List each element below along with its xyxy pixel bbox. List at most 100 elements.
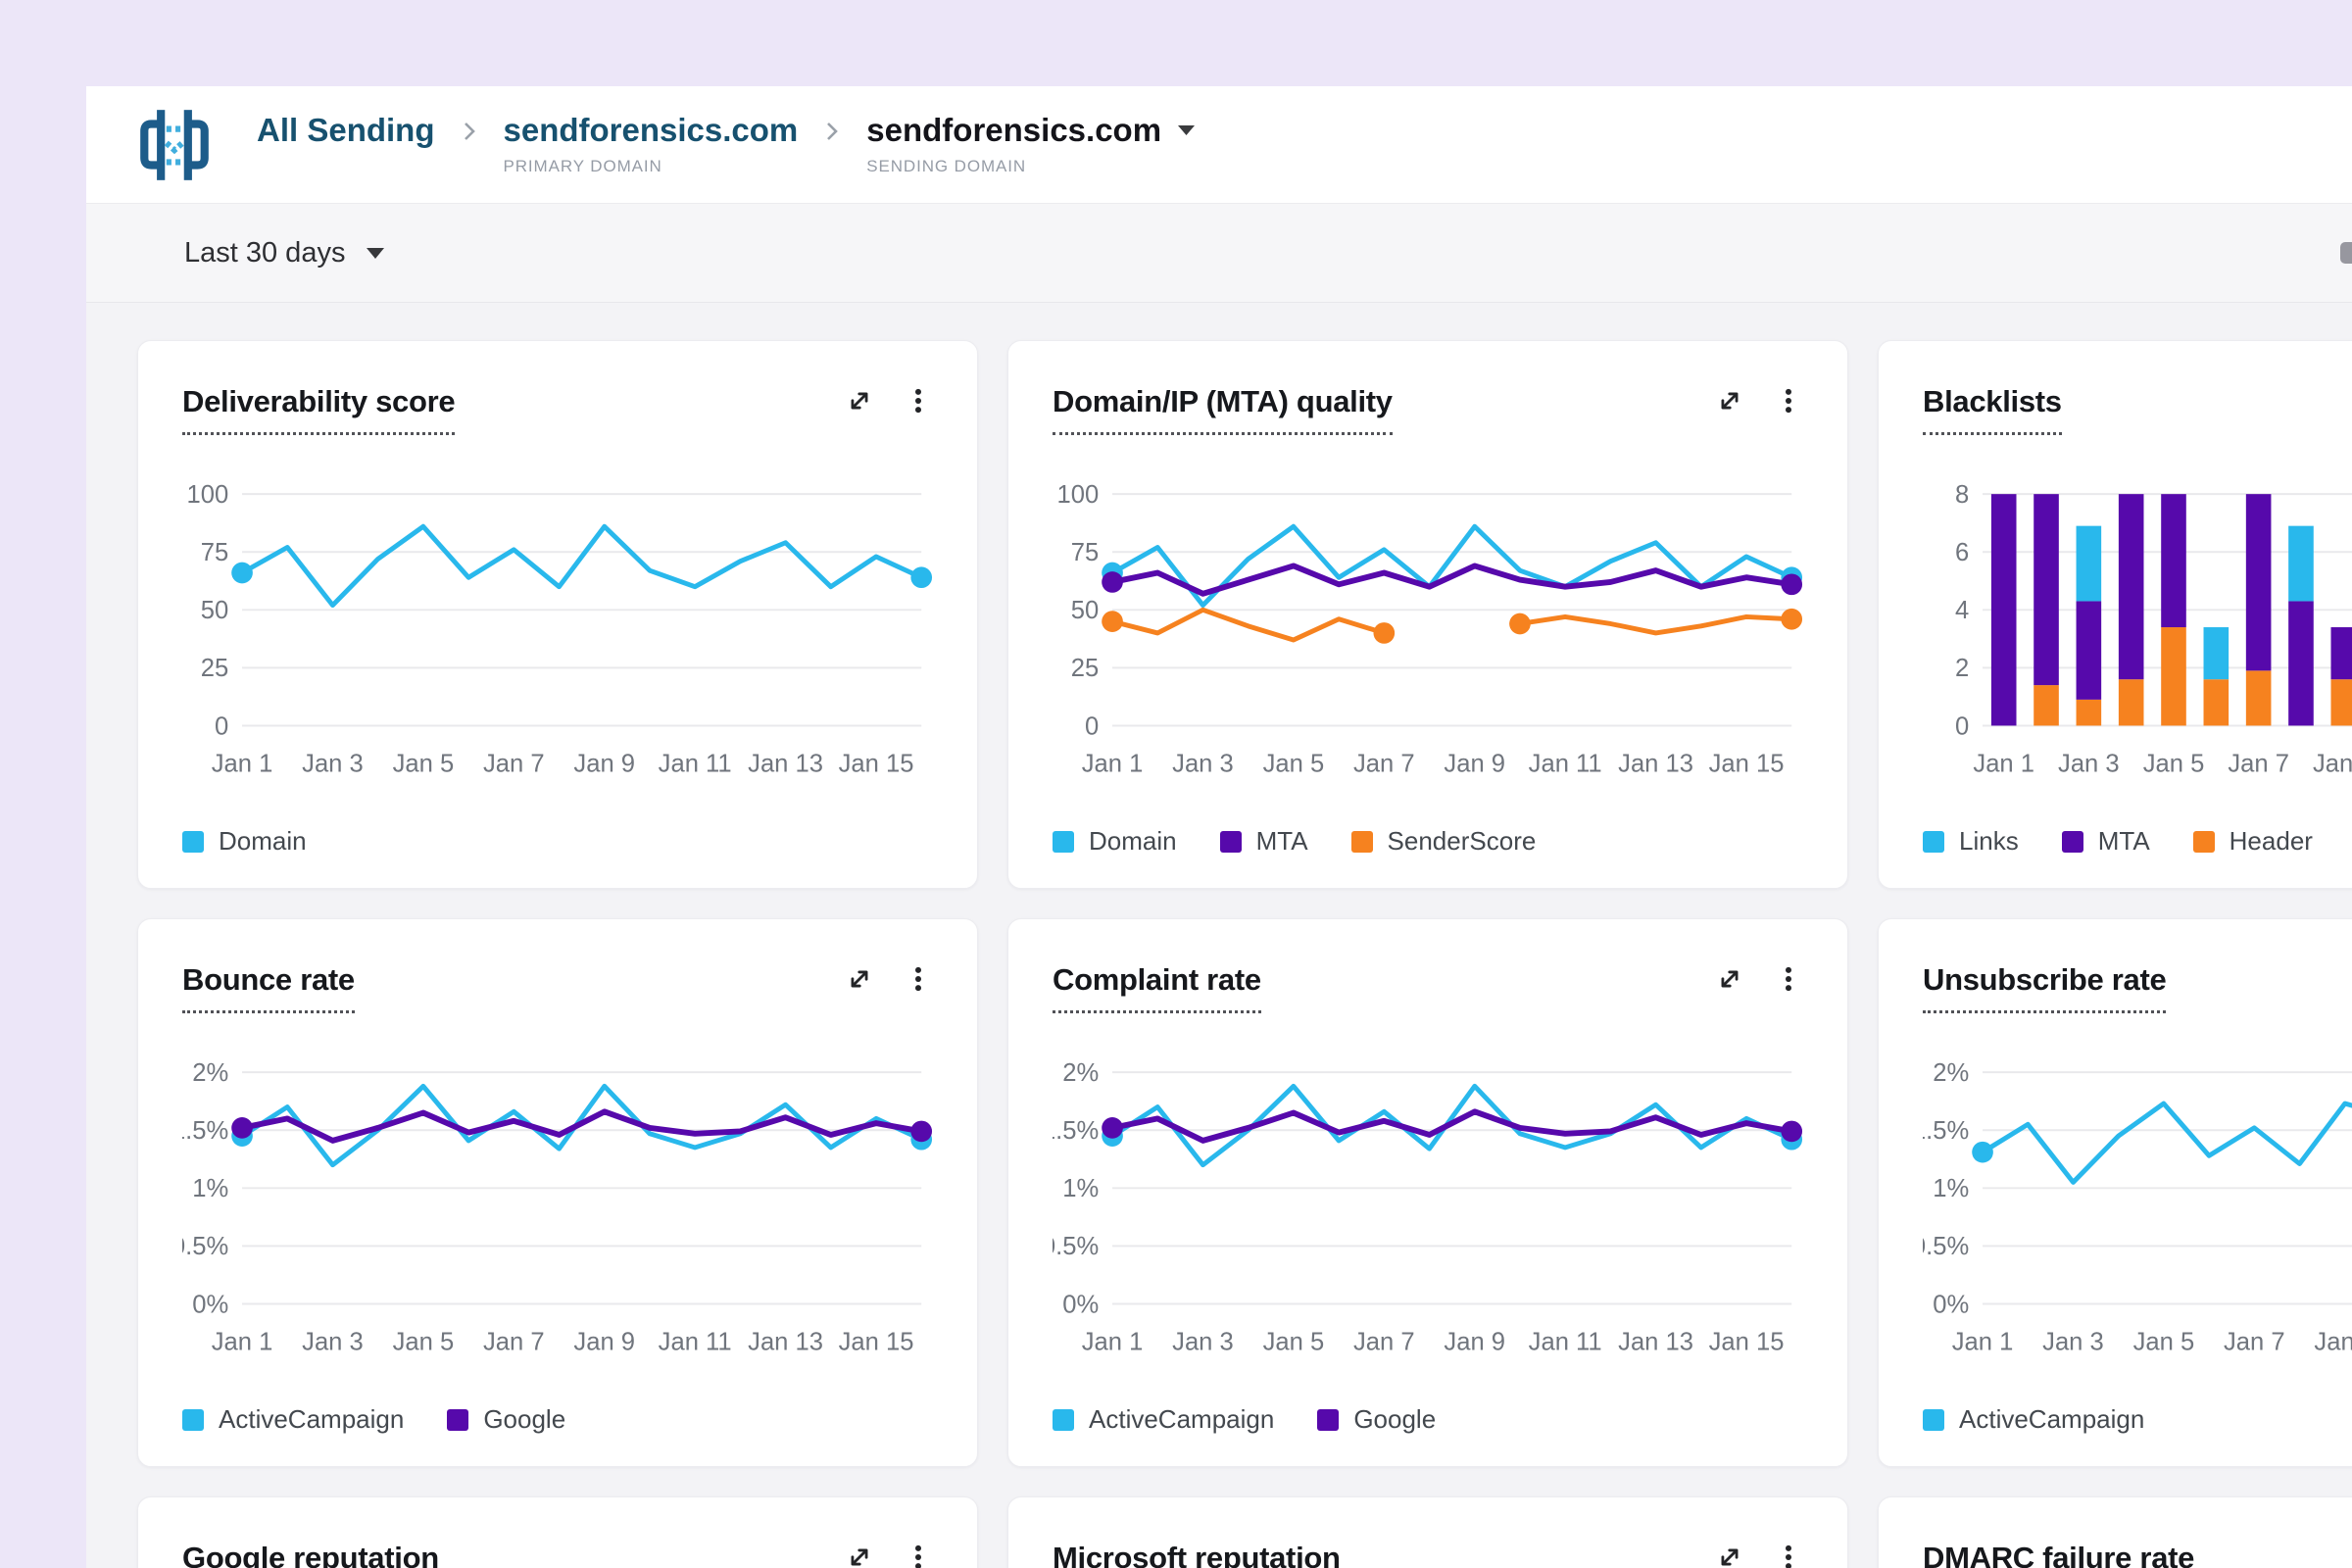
card-complaint-rate: Complaint rate 2%1. [1007,918,1848,1467]
legend-item-google[interactable]: Google [1317,1404,1436,1435]
legend-item-header[interactable]: Header [2193,826,2313,857]
card-header: Domain/IP (MTA) quality [1053,384,1803,435]
svg-text:Jan 11: Jan 11 [1529,751,1602,778]
legend-label: Header [2230,826,2313,857]
card-header: DMARC failure rate [1923,1541,2352,1568]
svg-text:Jan 1: Jan 1 [1952,1329,2014,1356]
expand-icon[interactable] [1715,386,1744,416]
svg-text:1.5%: 1.5% [1923,1117,1969,1145]
legend-swatch [2193,831,2215,853]
breadcrumb-item-all-sending[interactable]: All Sending [257,113,435,148]
svg-text:Jan 7: Jan 7 [2224,1329,2285,1356]
breadcrumb-label: All Sending [257,113,435,148]
toolbar: Last 30 days [86,204,2352,303]
breadcrumb-item-sending-domain[interactable]: sendforensics.com SENDING DOMAIN [866,113,1196,176]
svg-text:2%: 2% [192,1059,228,1087]
sendforensics-logo[interactable] [132,103,217,187]
kebab-menu-icon[interactable] [904,386,933,416]
svg-text:Jan 11: Jan 11 [659,751,732,778]
card-actions [1715,1543,1803,1568]
legend-item-mta[interactable]: MTA [2062,826,2150,857]
svg-text:100: 100 [1057,481,1100,509]
svg-text:Jan 7: Jan 7 [483,751,545,778]
svg-text:Jan 3: Jan 3 [1172,1329,1234,1356]
svg-text:Jan 13: Jan 13 [748,751,823,778]
svg-text:25: 25 [201,655,228,682]
legend-item-google[interactable]: Google [447,1404,565,1435]
chart-area: 1007550250Jan 1Jan 3Jan 5Jan 7Jan 9Jan 1… [1053,477,1803,781]
svg-text:0.5%: 0.5% [1053,1233,1099,1260]
toolbar-edge-icon[interactable] [2340,242,2352,264]
date-range-selector[interactable]: Last 30 days [184,237,384,270]
chevron-right-icon [824,117,840,146]
caret-down-icon[interactable] [1177,123,1196,136]
expand-icon[interactable] [845,964,874,994]
sendforensics-logo-icon [132,103,217,187]
svg-text:Jan 1: Jan 1 [1973,751,2034,778]
legend-item-activecampaign[interactable]: ActiveCampaign [1053,1404,1274,1435]
chevron-right-icon [462,117,477,146]
legend-swatch [2062,831,2083,853]
chart-area: 1007550250Jan 1Jan 3Jan 5Jan 7Jan 9Jan 1… [182,477,933,781]
svg-text:2: 2 [1955,655,1969,682]
card-header: Microsoft reputation [1053,1541,1803,1568]
svg-text:Jan 9: Jan 9 [1444,1329,1505,1356]
svg-text:Jan 3: Jan 3 [2058,751,2120,778]
breadcrumb-label: sendforensics.com [866,113,1161,148]
legend-swatch [1923,831,1944,853]
svg-text:Jan 1: Jan 1 [1082,1329,1144,1356]
card-unsubscribe-rate: Unsubscribe rate 2% [1878,918,2352,1467]
legend-label: ActiveCampaign [1089,1404,1274,1435]
kebab-menu-icon[interactable] [1774,1543,1803,1568]
svg-text:Jan 15: Jan 15 [839,1329,914,1356]
legend-item-domain[interactable]: Domain [182,826,307,857]
legend-label: SenderScore [1388,826,1537,857]
svg-text:Jan 1: Jan 1 [212,1329,273,1356]
svg-text:Jan 13: Jan 13 [1618,1329,1693,1356]
svg-text:1.5%: 1.5% [182,1117,228,1145]
breadcrumb-sublabel: SENDING DOMAIN [866,157,1196,176]
expand-icon[interactable] [1715,1543,1744,1568]
legend-item-activecampaign[interactable]: ActiveCampaign [182,1404,404,1435]
legend-swatch [182,1409,204,1431]
kebab-menu-icon[interactable] [1774,386,1803,416]
app-header: All Sending sendforensics.com PRIMARY DO… [86,86,2352,204]
kebab-menu-icon[interactable] [1774,964,1803,994]
svg-text:Jan 9: Jan 9 [573,751,635,778]
svg-text:Jan 5: Jan 5 [1263,1329,1325,1356]
svg-text:Jan 7: Jan 7 [1353,1329,1415,1356]
svg-text:Jan 13: Jan 13 [1618,751,1693,778]
chart-legend: ActiveCampaign [1923,1404,2352,1435]
legend-label: Google [1353,1404,1436,1435]
svg-text:Jan 11: Jan 11 [1529,1329,1602,1356]
svg-text:Jan 15: Jan 15 [1709,1329,1785,1356]
legend-item-activecampaign[interactable]: ActiveCampaign [1923,1404,2144,1435]
svg-text:Jan 15: Jan 15 [1709,751,1785,778]
legend-item-senderscore[interactable]: SenderScore [1351,826,1537,857]
legend-item-links[interactable]: Links [1923,826,2019,857]
expand-icon[interactable] [1715,964,1744,994]
legend-item-domain[interactable]: Domain [1053,826,1177,857]
svg-text:Jan 9: Jan 9 [2314,1329,2352,1356]
svg-text:1%: 1% [1062,1175,1099,1202]
svg-text:50: 50 [1071,597,1099,624]
chart-legend: Domain MTA SenderScore [1053,826,1803,857]
card-dmarc-failure-rate: DMARC failure rate [1878,1496,2352,1568]
card-title: Blacklists [1923,384,2062,435]
legend-swatch [1923,1409,1944,1431]
card-header: Google reputation [182,1541,933,1568]
legend-swatch [1317,1409,1339,1431]
date-range-label: Last 30 days [184,237,345,270]
kebab-menu-icon[interactable] [904,964,933,994]
card-actions [1715,386,1803,416]
svg-text:Jan 9: Jan 9 [573,1329,635,1356]
chart-canvas: 2%1.5%1%0.5%0%Jan 1Jan 3Jan 5Jan 7Jan 9 [1923,1055,2352,1359]
kebab-menu-icon[interactable] [904,1543,933,1568]
chart-area: 86420Jan 1Jan 3Jan 5Jan 7Jan 9 [1923,477,2352,781]
legend-item-mta[interactable]: MTA [1220,826,1308,857]
svg-text:0.5%: 0.5% [1923,1233,1969,1260]
legend-swatch [1220,831,1242,853]
expand-icon[interactable] [845,1543,874,1568]
expand-icon[interactable] [845,386,874,416]
breadcrumb-item-primary-domain[interactable]: sendforensics.com PRIMARY DOMAIN [504,113,799,176]
